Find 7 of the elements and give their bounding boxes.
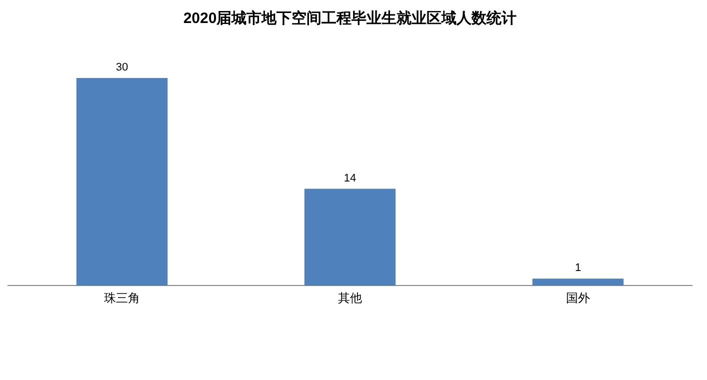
x-tick-label: 国外 <box>566 291 590 306</box>
data-label: 14 <box>344 172 356 184</box>
x-tick-label: 其他 <box>338 291 362 306</box>
x-tick-label: 珠三角 <box>104 291 140 306</box>
chart-title: 2020届城市地下空间工程毕业生就业区域人数统计 <box>183 9 517 28</box>
data-label: 30 <box>116 62 128 74</box>
data-label: 1 <box>574 262 582 274</box>
